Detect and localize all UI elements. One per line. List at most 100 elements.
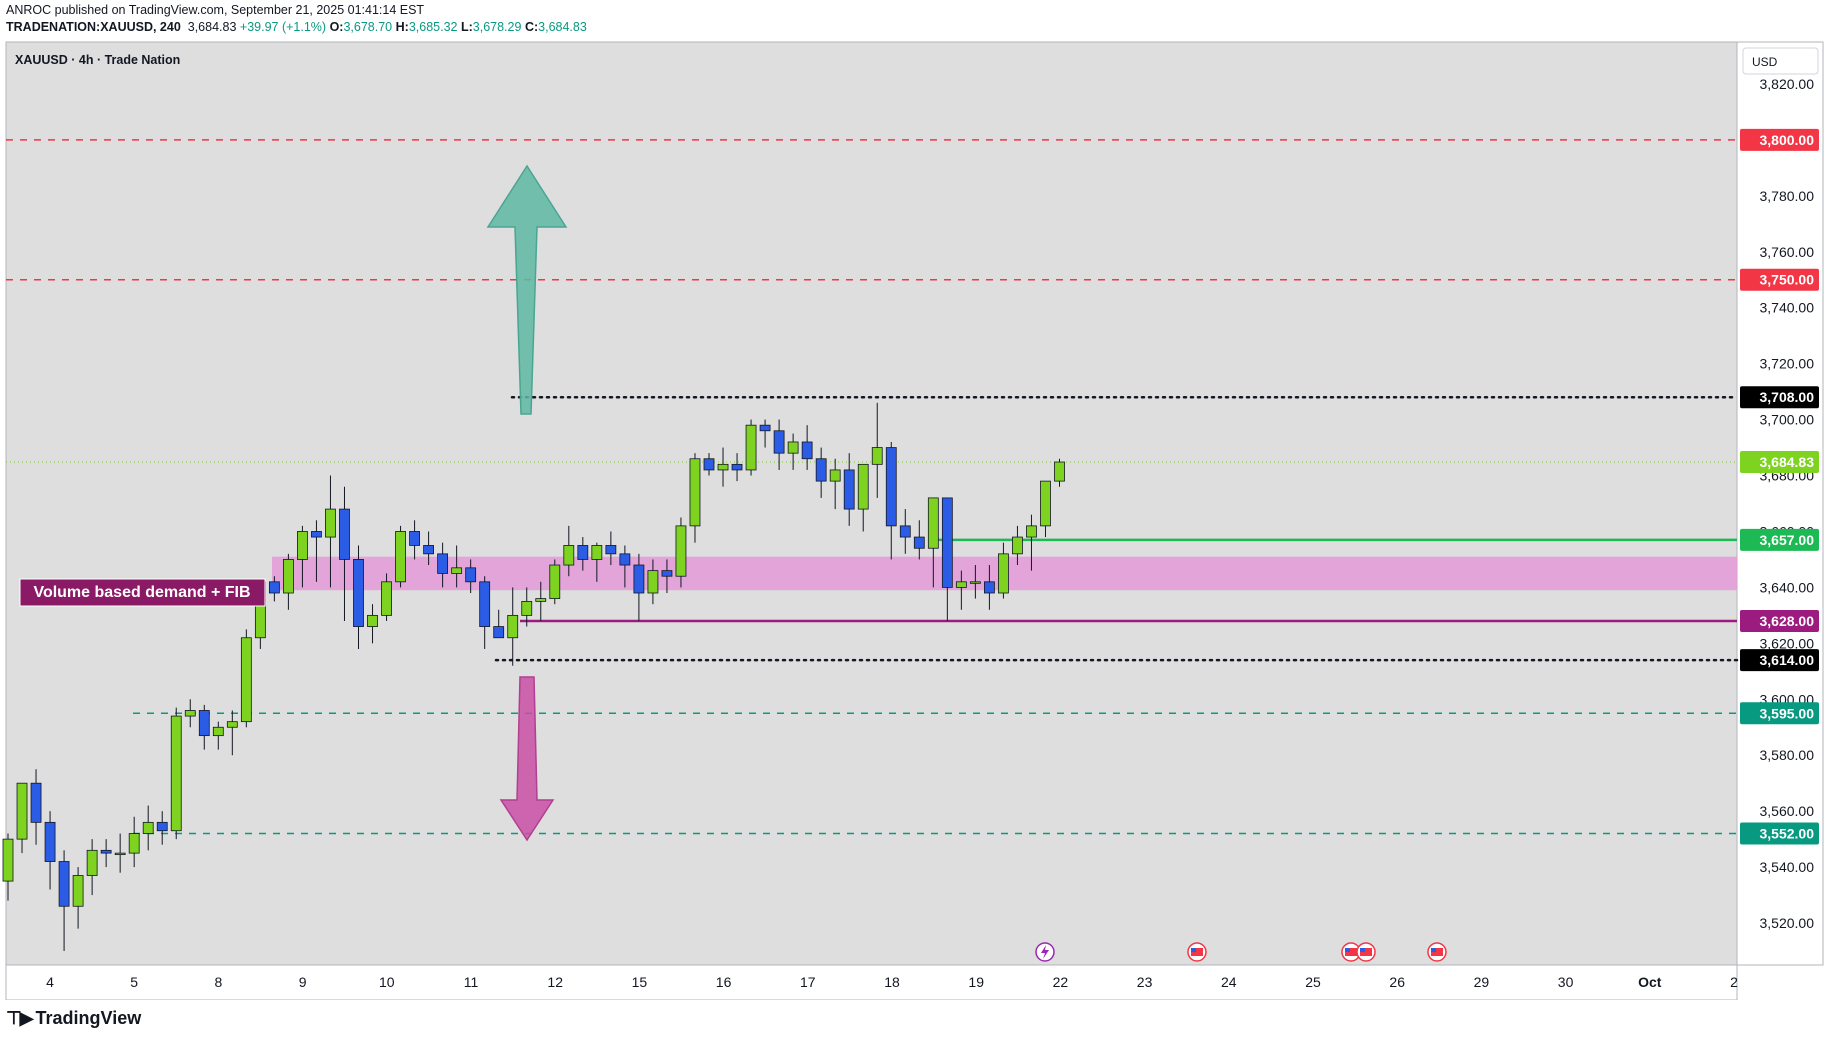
candle[interactable]: [1012, 525, 1023, 566]
candle[interactable]: [507, 587, 519, 666]
candle[interactable]: [717, 447, 729, 487]
candle[interactable]: [479, 576, 491, 649]
us-flag-event-icon[interactable]: [1427, 942, 1447, 962]
candle[interactable]: [268, 576, 280, 602]
candle[interactable]: [745, 419, 757, 476]
candle[interactable]: [591, 542, 603, 582]
candle[interactable]: [226, 710, 238, 756]
candle[interactable]: [198, 704, 210, 750]
candle-body: [745, 424, 757, 471]
candle[interactable]: [170, 707, 182, 840]
candle[interactable]: [773, 419, 785, 470]
tradingview-logo[interactable]: ⊤▶ TradingView: [6, 1008, 141, 1029]
candle[interactable]: [367, 604, 378, 644]
candle[interactable]: [44, 811, 56, 890]
price-tag[interactable]: 3,552.00: [1740, 822, 1819, 845]
bullish-target-arrow[interactable]: [486, 164, 568, 415]
price-tag[interactable]: 3,614.00: [1740, 649, 1819, 672]
candle[interactable]: [927, 497, 939, 588]
candle[interactable]: [381, 573, 392, 621]
candle[interactable]: [689, 453, 701, 543]
lightning-event-icon[interactable]: [1035, 942, 1055, 962]
candle[interactable]: [703, 453, 715, 476]
plot-area[interactable]: [5, 41, 1738, 966]
candle[interactable]: [1054, 458, 1065, 487]
candle[interactable]: [633, 553, 645, 621]
candle[interactable]: [675, 517, 687, 588]
candle[interactable]: [843, 453, 855, 526]
price-tag[interactable]: 3,628.00: [1740, 609, 1819, 632]
candle[interactable]: [395, 525, 406, 588]
candle[interactable]: [1026, 514, 1037, 571]
candle[interactable]: [353, 545, 364, 649]
candle[interactable]: [465, 559, 477, 594]
price-tag[interactable]: 3,657.00: [1740, 528, 1819, 551]
candle[interactable]: [535, 581, 547, 621]
candle[interactable]: [437, 542, 449, 588]
candle[interactable]: [619, 545, 631, 588]
candle[interactable]: [984, 565, 995, 610]
candle[interactable]: [325, 475, 336, 588]
candle[interactable]: [86, 839, 98, 896]
candle[interactable]: [311, 520, 322, 582]
price-tag[interactable]: 3,800.00: [1740, 128, 1819, 151]
price-chart[interactable]: USD XAUUSD · 4h · Trade Nation Volume ba…: [0, 0, 1829, 1000]
candle[interactable]: [913, 520, 925, 560]
candle[interactable]: [941, 497, 953, 621]
candle[interactable]: [731, 453, 743, 482]
candle[interactable]: [815, 447, 827, 498]
candle[interactable]: [955, 570, 967, 610]
candle[interactable]: [156, 811, 168, 845]
candle[interactable]: [969, 565, 981, 599]
candle[interactable]: [16, 782, 28, 854]
candle-body: [927, 497, 939, 549]
candle[interactable]: [184, 699, 196, 728]
time-axis[interactable]: [5, 964, 1738, 1000]
candle[interactable]: [212, 721, 224, 750]
us-flag-event-icon[interactable]: [1187, 942, 1207, 962]
candle[interactable]: [829, 458, 841, 510]
candle[interactable]: [451, 545, 463, 588]
x-tick-label: 29: [1474, 974, 1490, 990]
annotation-box[interactable]: [19, 578, 266, 607]
candle[interactable]: [2, 833, 14, 901]
candle[interactable]: [563, 525, 575, 577]
candle[interactable]: [577, 537, 589, 571]
price-tag[interactable]: 3,708.00: [1740, 386, 1819, 409]
candle[interactable]: [100, 839, 112, 868]
candle[interactable]: [998, 542, 1009, 599]
candle[interactable]: [1040, 480, 1051, 538]
candle[interactable]: [114, 833, 126, 873]
candle[interactable]: [647, 559, 659, 605]
candle[interactable]: [885, 441, 897, 560]
candle[interactable]: [58, 850, 70, 952]
candle[interactable]: [899, 509, 911, 554]
price-tag[interactable]: 3,595.00: [1740, 702, 1819, 725]
candle[interactable]: [787, 433, 799, 470]
candle[interactable]: [142, 805, 154, 851]
candle[interactable]: [282, 553, 294, 610]
candle[interactable]: [801, 425, 813, 470]
candle[interactable]: [128, 816, 140, 868]
candle[interactable]: [339, 486, 350, 621]
candle[interactable]: [297, 525, 308, 588]
candle[interactable]: [857, 463, 869, 532]
currency-box[interactable]: [1742, 47, 1819, 75]
candle[interactable]: [240, 629, 252, 728]
candle[interactable]: [521, 587, 533, 627]
candle[interactable]: [30, 769, 42, 845]
candle[interactable]: [661, 559, 673, 594]
candle[interactable]: [423, 531, 435, 566]
price-tag[interactable]: 3,684.83: [1740, 451, 1819, 474]
candle[interactable]: [409, 520, 420, 560]
candle[interactable]: [493, 609, 505, 639]
bearish-target-arrow[interactable]: [499, 676, 555, 842]
candle[interactable]: [72, 867, 84, 929]
price-axis[interactable]: [1736, 41, 1824, 966]
us-flag-event-icon[interactable]: [1356, 942, 1376, 962]
candle[interactable]: [549, 559, 561, 605]
candle[interactable]: [871, 402, 883, 498]
candle[interactable]: [605, 531, 617, 566]
candle[interactable]: [759, 419, 771, 448]
price-tag[interactable]: 3,750.00: [1740, 268, 1819, 291]
